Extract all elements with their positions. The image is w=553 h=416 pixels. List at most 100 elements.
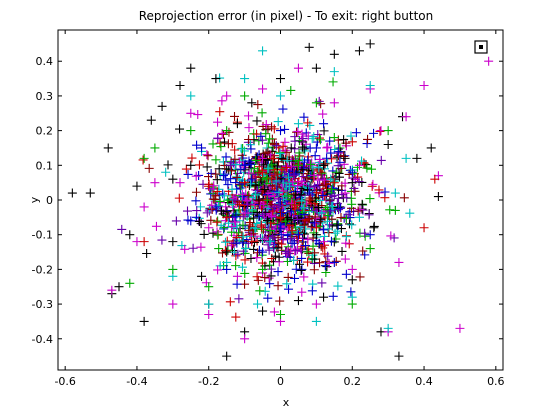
cluster-point: [315, 195, 325, 205]
cluster-point: [220, 237, 230, 247]
cluster-point: [295, 259, 305, 269]
series-0-point: [132, 181, 142, 191]
cluster-point: [276, 174, 286, 184]
cluster-point: [231, 160, 241, 170]
cluster-point: [284, 172, 294, 182]
series-5-point: [293, 160, 303, 170]
cluster-point: [220, 246, 230, 256]
cluster-point: [244, 111, 254, 121]
cluster-point: [215, 107, 225, 117]
cluster-point: [308, 250, 318, 260]
x-axis-label: x: [283, 396, 290, 409]
cluster-point: [317, 278, 327, 288]
series-1-point: [240, 334, 250, 344]
series-4-point: [139, 237, 149, 247]
x-tick-label: 0.6: [487, 375, 505, 388]
cluster-point: [288, 177, 298, 187]
series-0-point: [232, 119, 242, 129]
series-0-point: [286, 143, 296, 153]
cluster-point: [219, 191, 229, 201]
cluster-point: [340, 178, 350, 188]
cluster-point: [327, 214, 337, 224]
series-0-point: [146, 115, 156, 125]
cluster-point: [334, 168, 344, 178]
cluster-point: [231, 251, 241, 261]
cluster-point: [267, 253, 277, 263]
cluster-point: [355, 272, 365, 282]
cluster-point: [344, 219, 354, 229]
cluster-point: [320, 231, 330, 241]
series-0-point: [340, 153, 350, 163]
cluster-point: [231, 212, 241, 222]
series-0-point: [329, 49, 339, 59]
cluster-point: [362, 163, 372, 173]
cluster-point: [301, 224, 311, 234]
cluster-point: [281, 216, 291, 226]
cluster-point: [327, 184, 337, 194]
cluster-point: [257, 135, 267, 145]
cluster-point: [262, 155, 272, 165]
series-2-point: [204, 299, 214, 309]
cluster-point: [319, 175, 329, 185]
cluster-point: [339, 159, 349, 169]
cluster-point: [266, 271, 276, 281]
series-4-point: [311, 223, 321, 233]
cluster-point: [319, 225, 329, 235]
cluster-point: [307, 158, 317, 168]
series-1-point: [186, 108, 196, 118]
series-3-point: [247, 174, 257, 184]
cluster-point: [307, 286, 317, 296]
cluster-point: [282, 279, 292, 289]
cluster-point: [290, 136, 300, 146]
cluster-point: [286, 244, 296, 254]
series-5-point: [276, 309, 285, 319]
cluster-point: [310, 182, 320, 192]
series-1-point: [258, 84, 268, 94]
cluster-point: [249, 213, 259, 223]
series-0-point: [258, 306, 268, 316]
cluster-point: [274, 187, 284, 197]
cluster-point: [277, 209, 287, 219]
chart-title: Reprojection error (in pixel) - To exit:…: [139, 9, 433, 23]
cluster-point: [265, 134, 275, 144]
cluster-point: [199, 229, 209, 239]
cluster-point: [206, 189, 216, 199]
y-tick-label: 0.2: [36, 125, 54, 138]
cluster-point: [255, 286, 265, 296]
series-5-point: [365, 244, 375, 254]
cluster-point: [323, 210, 333, 220]
series-1-point: [175, 178, 185, 188]
cluster-point: [204, 179, 214, 189]
cluster-point: [280, 145, 290, 155]
series-2-point: [240, 74, 250, 84]
series-4-point: [304, 195, 314, 205]
cluster-point: [225, 160, 235, 170]
x-tick-label: -0.6: [54, 375, 75, 388]
cluster-point: [242, 196, 252, 206]
cluster-point: [226, 166, 236, 176]
cluster-point: [213, 133, 223, 143]
data-cursor-icon[interactable]: [474, 40, 488, 54]
series-0-point: [319, 160, 329, 170]
cluster-point: [180, 244, 190, 254]
cluster-point: [320, 261, 330, 271]
y-tick-label: -0.2: [32, 263, 53, 276]
cluster-point: [302, 247, 312, 257]
cluster-point: [347, 220, 357, 230]
cluster-point: [320, 159, 330, 169]
cluster-point: [365, 194, 375, 204]
cluster-point: [291, 190, 301, 200]
cluster-point: [314, 202, 324, 212]
series-1-point: [204, 309, 214, 319]
cluster-point: [347, 137, 357, 147]
cluster-point: [360, 228, 370, 238]
cluster-point: [353, 172, 363, 182]
cluster-point: [367, 181, 377, 191]
cluster-point: [216, 206, 226, 216]
series-0-point: [383, 139, 393, 149]
cluster-point: [294, 148, 304, 158]
y-tick-label: 0: [46, 194, 53, 207]
cluster-point: [331, 256, 341, 266]
